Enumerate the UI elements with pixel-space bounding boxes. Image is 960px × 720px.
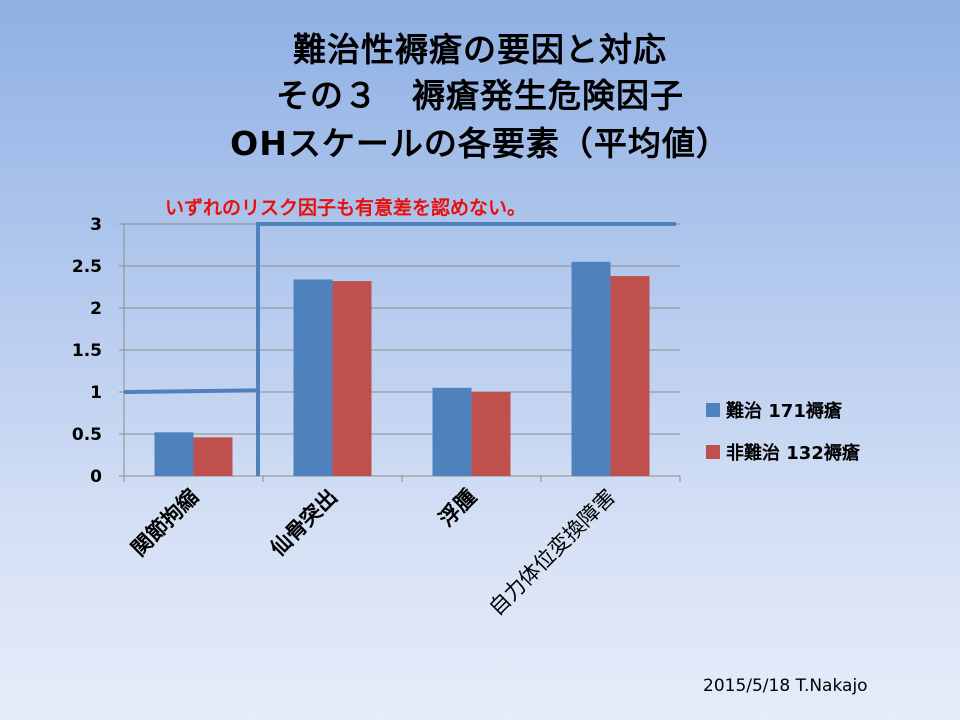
significance-bracket-line bbox=[123, 222, 676, 476]
legend-label-series2: 非難治 132褥瘡 bbox=[726, 443, 860, 464]
y-tick-label-1: 0.5 bbox=[72, 425, 102, 445]
title-line-1: 難治性褥瘡の要因と対応 bbox=[293, 30, 667, 69]
legend-item-series2: 非難治 132褥瘡 bbox=[706, 442, 860, 464]
x-category-label-0: 関節拘縮 bbox=[127, 485, 203, 561]
bar-series1-0 bbox=[154, 432, 194, 476]
y-tick-label-0: 0 bbox=[90, 467, 102, 487]
y-tick-label-2: 1 bbox=[90, 383, 102, 403]
legend-label-series1: 難治 171褥瘡 bbox=[726, 401, 842, 422]
title-line-3: OHスケールの各要素（平均値） bbox=[230, 124, 730, 163]
bar-series2-0 bbox=[193, 437, 233, 476]
x-category-label-2: 浮腫 bbox=[434, 485, 481, 532]
bar-series1-3 bbox=[571, 261, 611, 476]
y-tick-label-5: 2.5 bbox=[72, 257, 102, 277]
legend: 難治 171褥瘡 非難治 132褥瘡 bbox=[706, 400, 860, 484]
legend-item-series1: 難治 171褥瘡 bbox=[706, 400, 860, 422]
bar-series2-3 bbox=[610, 276, 650, 476]
y-tick-label-3: 1.5 bbox=[72, 341, 102, 361]
y-tick-label-6: 3 bbox=[90, 215, 102, 235]
footer-date-author: 2015/5/18 T.Nakajo bbox=[703, 676, 868, 696]
legend-swatch-series1 bbox=[706, 403, 720, 417]
title-line-2: その３ 褥瘡発生危険因子 bbox=[276, 76, 684, 115]
x-category-label-3: 自力体位変換障害 bbox=[484, 485, 620, 621]
bar-series2-2 bbox=[471, 392, 511, 476]
bar-series1-2 bbox=[432, 387, 472, 476]
significance-note: いずれのリスク因子も有意差を認めない。 bbox=[165, 197, 527, 219]
legend-swatch-series2 bbox=[706, 445, 720, 459]
bar-series2-1 bbox=[332, 281, 372, 476]
y-tick-label-4: 2 bbox=[90, 299, 102, 319]
bar-series1-1 bbox=[293, 279, 333, 476]
x-category-label-1: 仙骨突出 bbox=[266, 485, 342, 561]
